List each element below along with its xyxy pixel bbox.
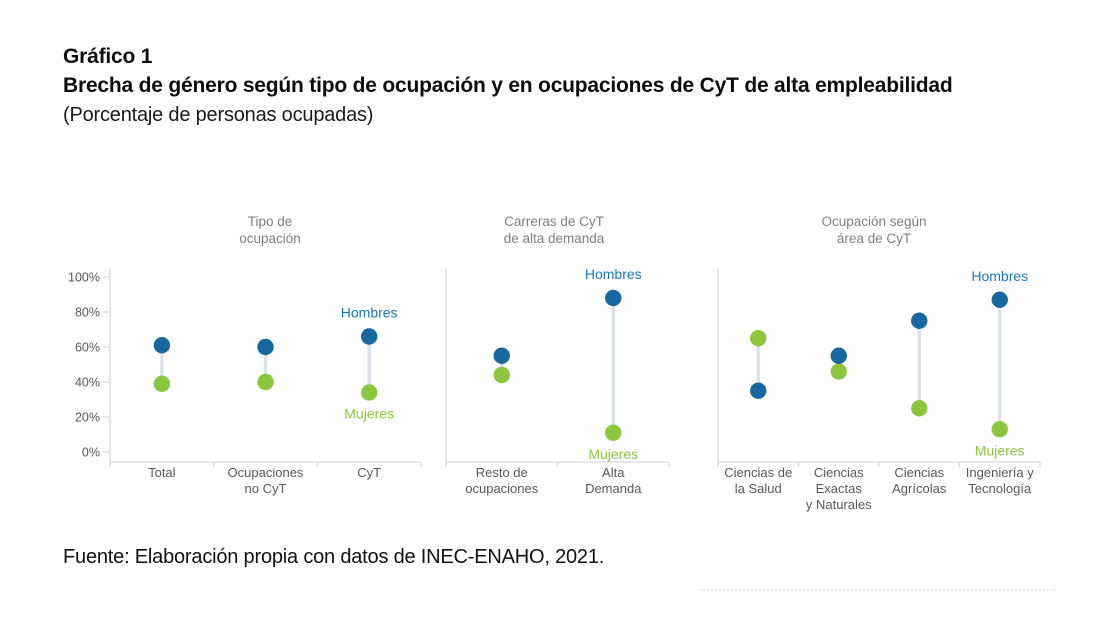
mujeres-dot [911, 400, 928, 417]
hombres-series-label: Hombres [341, 305, 398, 321]
hombres-dot [493, 347, 510, 364]
hombres-dot [153, 337, 171, 354]
y-tick-label: 60% [75, 341, 100, 355]
chart-panel-2: Carreras de CyT de alta demanda Resto de oc… [445, 214, 670, 496]
chart-panel-1: Tipo de ocupación 0% 20% 40% 60% 80% 100% Total O… [68, 214, 422, 496]
category-label: Ciencias Agrícolas [892, 465, 947, 496]
chart-panel-3: Ocupación según área de CyT Ciencias de la … [717, 214, 1041, 512]
panel-title: Tipo de ocupación [239, 214, 301, 246]
category-label: Ciencias Exactas y Naturales [806, 465, 872, 512]
mujeres-dot [605, 424, 622, 441]
category-label: Ocupaciones no CyT [228, 465, 304, 496]
y-tick-label: 40% [75, 376, 100, 390]
mujeres-series-label: Mujeres [975, 442, 1025, 458]
source-note: Fuente: Elaboración propia con datos de … [63, 546, 605, 568]
panel-title: Carreras de CyT de alta demanda [504, 214, 605, 246]
hombres-dot [605, 289, 622, 307]
mujeres-series-label: Mujeres [588, 446, 638, 462]
hombres-dot [257, 338, 274, 356]
figure-header: Gráfico 1 Brecha de género según tipo de… [63, 42, 953, 130]
hombres-dot [360, 328, 378, 345]
category-label: CyT [357, 465, 381, 480]
mujeres-dot [991, 421, 1008, 438]
category-label: Total [148, 465, 176, 480]
y-tick-label: 20% [75, 411, 100, 425]
mujeres-dot [257, 373, 274, 391]
hombres-dot [911, 312, 928, 329]
figure-subtitle: (Porcentaje de personas ocupadas) [63, 104, 374, 126]
mujeres-series-label: Mujeres [344, 406, 394, 422]
hombres-dot [830, 347, 847, 364]
axis-lines [445, 268, 669, 463]
mujeres-dot [360, 384, 378, 401]
figure-title: Brecha de género según tipo de ocupación… [63, 74, 953, 97]
mujeres-dot [493, 366, 510, 384]
panel-title: Ocupación según área de CyT [821, 214, 926, 246]
mujeres-dot [153, 375, 171, 392]
hombres-dot [750, 382, 767, 399]
hombres-dot [991, 291, 1008, 308]
decorative-rule [700, 589, 1056, 591]
gender-gap-dumbbell-chart: Tipo de ocupación 0% 20% 40% 60% 80% 100% Total O… [68, 214, 1041, 512]
mujeres-dot [830, 363, 847, 380]
y-tick-label: 0% [82, 446, 100, 460]
category-label: Alta Demanda [585, 465, 642, 496]
hombres-series-label: Hombres [971, 268, 1028, 284]
hombres-series-label: Hombres [585, 266, 642, 282]
mujeres-dot [750, 330, 767, 347]
y-tick-label: 100% [68, 271, 100, 285]
axis-lines [717, 268, 1040, 463]
figure-label: Gráfico 1 [63, 45, 153, 68]
category-label: Resto de ocupaciones [465, 465, 538, 496]
y-tick-label: 80% [75, 306, 100, 320]
category-label: Ingeniería y Tecnología [966, 465, 1034, 496]
category-label: Ciencias de la Salud [724, 465, 792, 496]
